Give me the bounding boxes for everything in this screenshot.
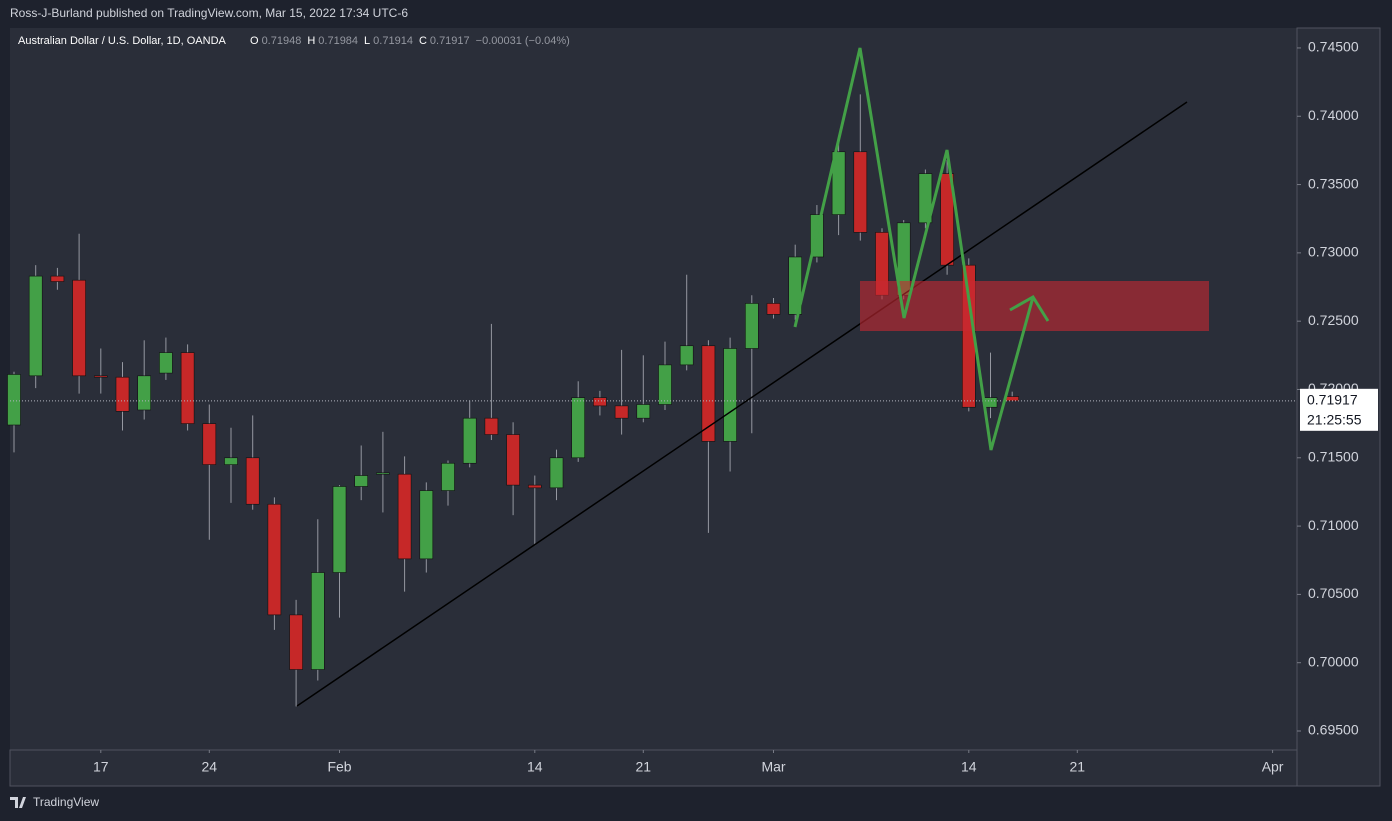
x-tick-label: 21	[636, 759, 652, 775]
y-tick-label: 0.69500	[1308, 722, 1359, 738]
candle-body	[571, 397, 586, 459]
candle-body	[137, 375, 151, 411]
candle-body	[744, 303, 759, 349]
candle-body	[614, 405, 629, 419]
candle-body	[701, 345, 716, 442]
candle-body	[354, 475, 369, 487]
publisher: Ross-J-Burland published on TradingView.…	[10, 6, 408, 20]
candle-body	[180, 352, 195, 424]
y-tick-label: 0.70500	[1308, 585, 1359, 601]
y-tick-label: 0.73500	[1308, 175, 1359, 191]
candle-body	[788, 256, 803, 315]
ohlc-key: L	[364, 35, 370, 47]
x-tick-label: Feb	[327, 759, 351, 775]
ohlc-key: C	[419, 35, 427, 47]
candle-body	[658, 364, 672, 405]
price-tag-value: 0.71917	[1307, 392, 1358, 408]
candle-body	[419, 490, 434, 560]
ohlc-key: O	[250, 35, 259, 47]
candle-body	[527, 484, 542, 489]
y-tick-label: 0.72500	[1308, 312, 1359, 328]
x-tick-label: Mar	[761, 759, 785, 775]
candle-body	[310, 572, 325, 670]
marks	[7, 47, 1301, 753]
change: −0.00031 (−0.04%)	[476, 35, 570, 47]
candle-body	[853, 151, 868, 233]
ohlc-value: 0.71948	[262, 35, 302, 47]
ohlc-value: 0.71984	[318, 35, 358, 47]
candle-body	[506, 434, 520, 486]
x-tick-label: Apr	[1262, 759, 1284, 775]
x-tick-label: 14	[527, 759, 543, 775]
candle-body	[484, 417, 499, 435]
candle-body	[7, 374, 21, 426]
y-tick-label: 0.70000	[1308, 653, 1359, 669]
candle-body	[593, 397, 607, 407]
arrow-head	[1009, 294, 1050, 322]
candle-body	[159, 352, 173, 374]
candle-body	[332, 486, 347, 573]
candle-body	[94, 375, 108, 378]
candle-body	[723, 348, 737, 442]
candle-body	[267, 503, 282, 616]
candle-body	[918, 173, 933, 224]
logo-icon	[10, 797, 26, 808]
y-tick-label: 0.71000	[1308, 517, 1359, 533]
candle-body	[636, 404, 651, 419]
candle-body	[115, 376, 130, 412]
x-tick-label: 14	[961, 759, 977, 775]
y-tick-label: 0.71500	[1308, 448, 1359, 464]
candle-body	[245, 457, 260, 505]
candle-body	[202, 423, 217, 465]
candle-body	[224, 457, 238, 465]
candle-body	[831, 151, 846, 215]
plot-area	[10, 28, 1297, 750]
candle-body	[376, 472, 390, 475]
overlay: 0.695000.700000.705000.710000.715000.720…	[93, 39, 1378, 775]
zone	[860, 281, 1209, 331]
y-tick-label: 0.74500	[1308, 39, 1359, 55]
legend: Australian Dollar / U.S. Dollar, 1D, OAN…	[18, 35, 570, 47]
trend-line	[296, 101, 1188, 707]
candle-body	[72, 279, 86, 377]
y-tick-label: 0.73000	[1308, 244, 1359, 260]
symbol-title: Australian Dollar / U.S. Dollar, 1D, OAN…	[18, 35, 227, 47]
x-tick-label: 17	[93, 759, 109, 775]
y-tick-label: 0.74000	[1308, 107, 1359, 123]
x-tick-label: 21	[1070, 759, 1086, 775]
ohlc-value: 0.71917	[430, 35, 470, 47]
candle-body	[462, 417, 477, 464]
candle-body	[549, 457, 564, 489]
price-tag	[1300, 388, 1378, 431]
candle-body	[50, 275, 65, 282]
candle-body	[289, 614, 303, 670]
candle-body	[441, 462, 455, 491]
candle-body	[679, 345, 694, 366]
logo: TradingView	[10, 795, 99, 809]
candle-body	[28, 275, 43, 377]
time-axis	[9, 749, 1298, 787]
candle-body	[766, 303, 781, 315]
ohlc-value: 0.71914	[373, 35, 413, 47]
x-tick-label: 24	[202, 759, 218, 775]
price-tag-countdown: 21:25:55	[1307, 412, 1362, 428]
logo-text: TradingView	[33, 795, 99, 809]
drawings	[296, 47, 1209, 707]
zigzag	[793, 47, 1035, 451]
ohlc-key: H	[307, 35, 315, 47]
candle-body	[397, 473, 412, 560]
candle-body	[1005, 396, 1020, 402]
